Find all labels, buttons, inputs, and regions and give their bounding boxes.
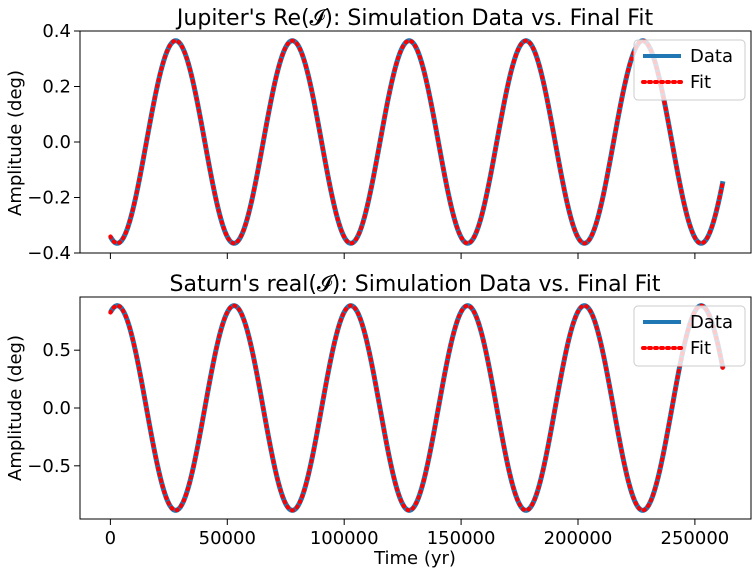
jupiter-ylabel: Amplitude (deg) xyxy=(5,70,26,216)
saturn-ytick-label: −0.5 xyxy=(27,456,71,477)
saturn-xtick-label: 0 xyxy=(105,528,116,549)
x-axis-label: Time (yr) xyxy=(373,548,456,569)
saturn-xticks: 0 50000 100000 150000 200000 250000 xyxy=(105,519,730,549)
saturn-ytick-label: 0.5 xyxy=(42,340,71,361)
jupiter-title: Jupiter's Re(𝓘): Simulation Data vs. Fin… xyxy=(175,6,654,31)
jupiter-legend-fit-label: Fit xyxy=(690,72,711,93)
saturn-xtick-label: 100000 xyxy=(310,528,379,549)
jupiter-yticks: −0.4 −0.2 0.0 0.2 0.4 xyxy=(27,21,80,264)
saturn-legend-data-label: Data xyxy=(690,312,733,333)
jupiter-series-fit-line xyxy=(108,38,725,246)
saturn-panel: Saturn's real(𝓘): Simulation Data vs. Fi… xyxy=(5,272,752,549)
jupiter-ytick-label: −0.2 xyxy=(27,188,71,209)
jupiter-xticks xyxy=(109,253,696,259)
saturn-series-data-line xyxy=(108,303,726,513)
saturn-xtick-label: 250000 xyxy=(661,528,730,549)
saturn-title: Saturn's real(𝓘): Simulation Data vs. Fi… xyxy=(170,272,661,297)
saturn-xtick-label: 150000 xyxy=(427,528,496,549)
jupiter-legend-data-label: Data xyxy=(690,46,733,67)
jupiter-ytick-label: −0.4 xyxy=(27,243,71,264)
jupiter-series xyxy=(108,38,726,246)
jupiter-ytick-label: 0.4 xyxy=(42,21,71,42)
saturn-yticks: −0.5 0.0 0.5 xyxy=(27,340,80,477)
saturn-series-fit-line xyxy=(108,303,725,513)
saturn-legend-fit-label: Fit xyxy=(690,338,711,359)
jupiter-ytick-label: 0.0 xyxy=(42,132,71,153)
jupiter-plot-frame xyxy=(79,30,752,254)
jupiter-legend: Data Fit xyxy=(633,39,746,101)
jupiter-panel: Jupiter's Re(𝓘): Simulation Data vs. Fin… xyxy=(5,6,752,264)
jupiter-ytick-label: 0.2 xyxy=(42,77,71,98)
saturn-plot-frame xyxy=(79,296,752,520)
saturn-legend: Data Fit xyxy=(633,305,746,367)
saturn-ylabel: Amplitude (deg) xyxy=(5,335,26,481)
saturn-ytick-label: 0.0 xyxy=(42,398,71,419)
saturn-xtick-label: 50000 xyxy=(199,528,256,549)
saturn-series xyxy=(108,303,726,513)
jupiter-series-data-line xyxy=(108,38,726,246)
saturn-xtick-label: 200000 xyxy=(544,528,613,549)
